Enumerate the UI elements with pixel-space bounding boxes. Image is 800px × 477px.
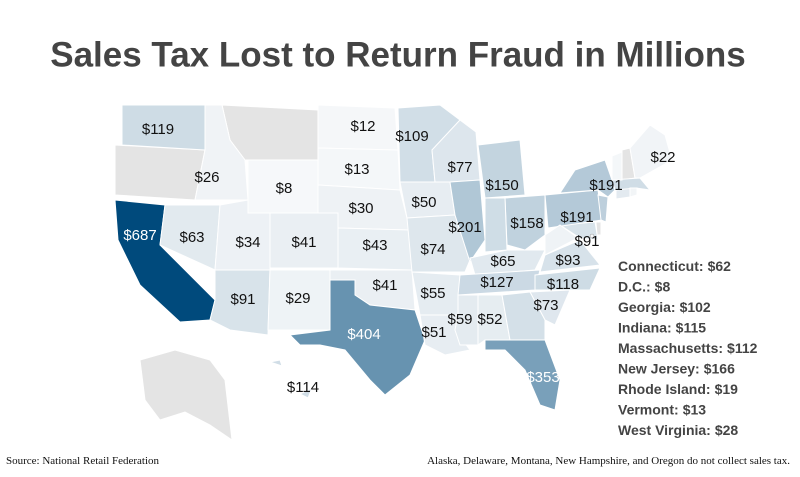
state bbox=[534, 267, 601, 291]
state bbox=[589, 233, 595, 239]
value-label: $687 bbox=[123, 227, 156, 244]
state bbox=[288, 279, 426, 396]
legend-entry: D.C.: $8 bbox=[618, 278, 670, 294]
value-label: $52 bbox=[477, 311, 502, 328]
state bbox=[194, 104, 249, 201]
value-label: $41 bbox=[372, 277, 397, 294]
legend-entry: West Virginia: $28 bbox=[618, 422, 738, 438]
value-label: $63 bbox=[179, 229, 204, 246]
legend-name: West Virginia: bbox=[618, 422, 711, 438]
value-label: $127 bbox=[480, 274, 513, 291]
legend-value: $62 bbox=[708, 258, 732, 274]
state-labels: $119 $687 $63 $26 $8 $34 $41 $91 $29 $12 $13 $30 $43… bbox=[123, 118, 757, 438]
source: Source: National Retail Federation bbox=[6, 455, 160, 467]
chart-title: Sales Tax Lost to Return Fraud in Millio… bbox=[50, 35, 746, 74]
state bbox=[597, 194, 609, 223]
value-label: $65 bbox=[490, 253, 515, 270]
legend-value: $8 bbox=[655, 278, 671, 294]
value-label: $74 bbox=[420, 241, 445, 258]
state bbox=[449, 179, 486, 264]
value-label: $8 bbox=[276, 180, 293, 197]
value-label: $41 bbox=[291, 234, 316, 251]
value-label: $29 bbox=[285, 290, 310, 307]
value-label: $404 bbox=[347, 326, 380, 343]
legend-value: $28 bbox=[715, 422, 739, 438]
value-label: $109 bbox=[395, 128, 428, 145]
legend-value: $115 bbox=[676, 319, 707, 335]
value-label: $30 bbox=[348, 200, 373, 217]
value-label: $59 bbox=[447, 311, 472, 328]
state bbox=[611, 151, 623, 181]
legend-entry: Georgia: $102 bbox=[618, 299, 711, 315]
legend-entry: Indiana: $115 bbox=[618, 319, 706, 335]
legend-name: New Jersey: bbox=[618, 360, 700, 376]
value-label: $26 bbox=[194, 169, 219, 186]
value-label: $12 bbox=[350, 118, 375, 135]
value-label: $118 bbox=[547, 276, 579, 293]
value-label: $73 bbox=[533, 297, 558, 314]
value-label: $191 bbox=[560, 209, 593, 226]
state bbox=[484, 339, 561, 411]
value-label: $191 bbox=[589, 177, 622, 194]
state bbox=[268, 359, 313, 399]
legend-name: Vermont: bbox=[618, 401, 679, 417]
states bbox=[114, 104, 673, 442]
legend-name: Connecticut: bbox=[618, 258, 704, 274]
legend-entry: Massachusetts: $112 bbox=[618, 340, 758, 356]
value-label: $77 bbox=[447, 159, 472, 176]
no-tax-state bbox=[139, 349, 233, 442]
state bbox=[477, 139, 526, 199]
value-label: $150 bbox=[485, 177, 518, 194]
value-label: $353 bbox=[526, 369, 559, 386]
value-label: $91 bbox=[230, 291, 255, 308]
value-label: $22 bbox=[650, 149, 675, 166]
value-label: $201 bbox=[448, 219, 481, 236]
value-label: $119 bbox=[142, 121, 174, 138]
value-label: $91 bbox=[574, 233, 599, 250]
state bbox=[629, 187, 638, 198]
value-label: $114 bbox=[287, 379, 319, 396]
legend-value: $13 bbox=[683, 401, 707, 417]
state bbox=[544, 224, 579, 256]
legend-entry: Connecticut: $62 bbox=[618, 258, 731, 274]
legend-value: $19 bbox=[715, 381, 739, 397]
legend-name: Rhode Island: bbox=[618, 381, 711, 397]
state bbox=[501, 291, 546, 341]
state bbox=[539, 239, 601, 273]
legend-name: Georgia: bbox=[618, 299, 676, 315]
legend-name: Massachusetts: bbox=[618, 340, 723, 356]
value-label: $13 bbox=[344, 161, 369, 178]
state bbox=[469, 249, 546, 276]
value-label: $43 bbox=[362, 237, 387, 254]
legend-entry: New Jersey: $166 bbox=[618, 360, 735, 376]
state bbox=[611, 177, 652, 191]
legend-name: Indiana: bbox=[618, 319, 672, 335]
state bbox=[484, 197, 508, 253]
value-label: $50 bbox=[411, 194, 436, 211]
legend-value: $102 bbox=[680, 299, 711, 315]
legend-entry: Rhode Island: $19 bbox=[618, 381, 738, 397]
value-label: $93 bbox=[555, 252, 580, 269]
legend-name: D.C.: bbox=[618, 278, 651, 294]
value-label: $51 bbox=[421, 324, 446, 341]
legend-value: $166 bbox=[704, 360, 735, 376]
state bbox=[406, 214, 471, 273]
legend-value: $112 bbox=[727, 340, 758, 356]
value-label: $34 bbox=[235, 234, 260, 251]
note: Alaska, Delaware, Montana, New Hampshire… bbox=[427, 455, 790, 467]
legend-entry: Vermont: $13 bbox=[618, 401, 706, 417]
value-label: $55 bbox=[420, 285, 445, 302]
no-tax-state bbox=[114, 144, 206, 201]
value-label: $158 bbox=[510, 215, 543, 232]
